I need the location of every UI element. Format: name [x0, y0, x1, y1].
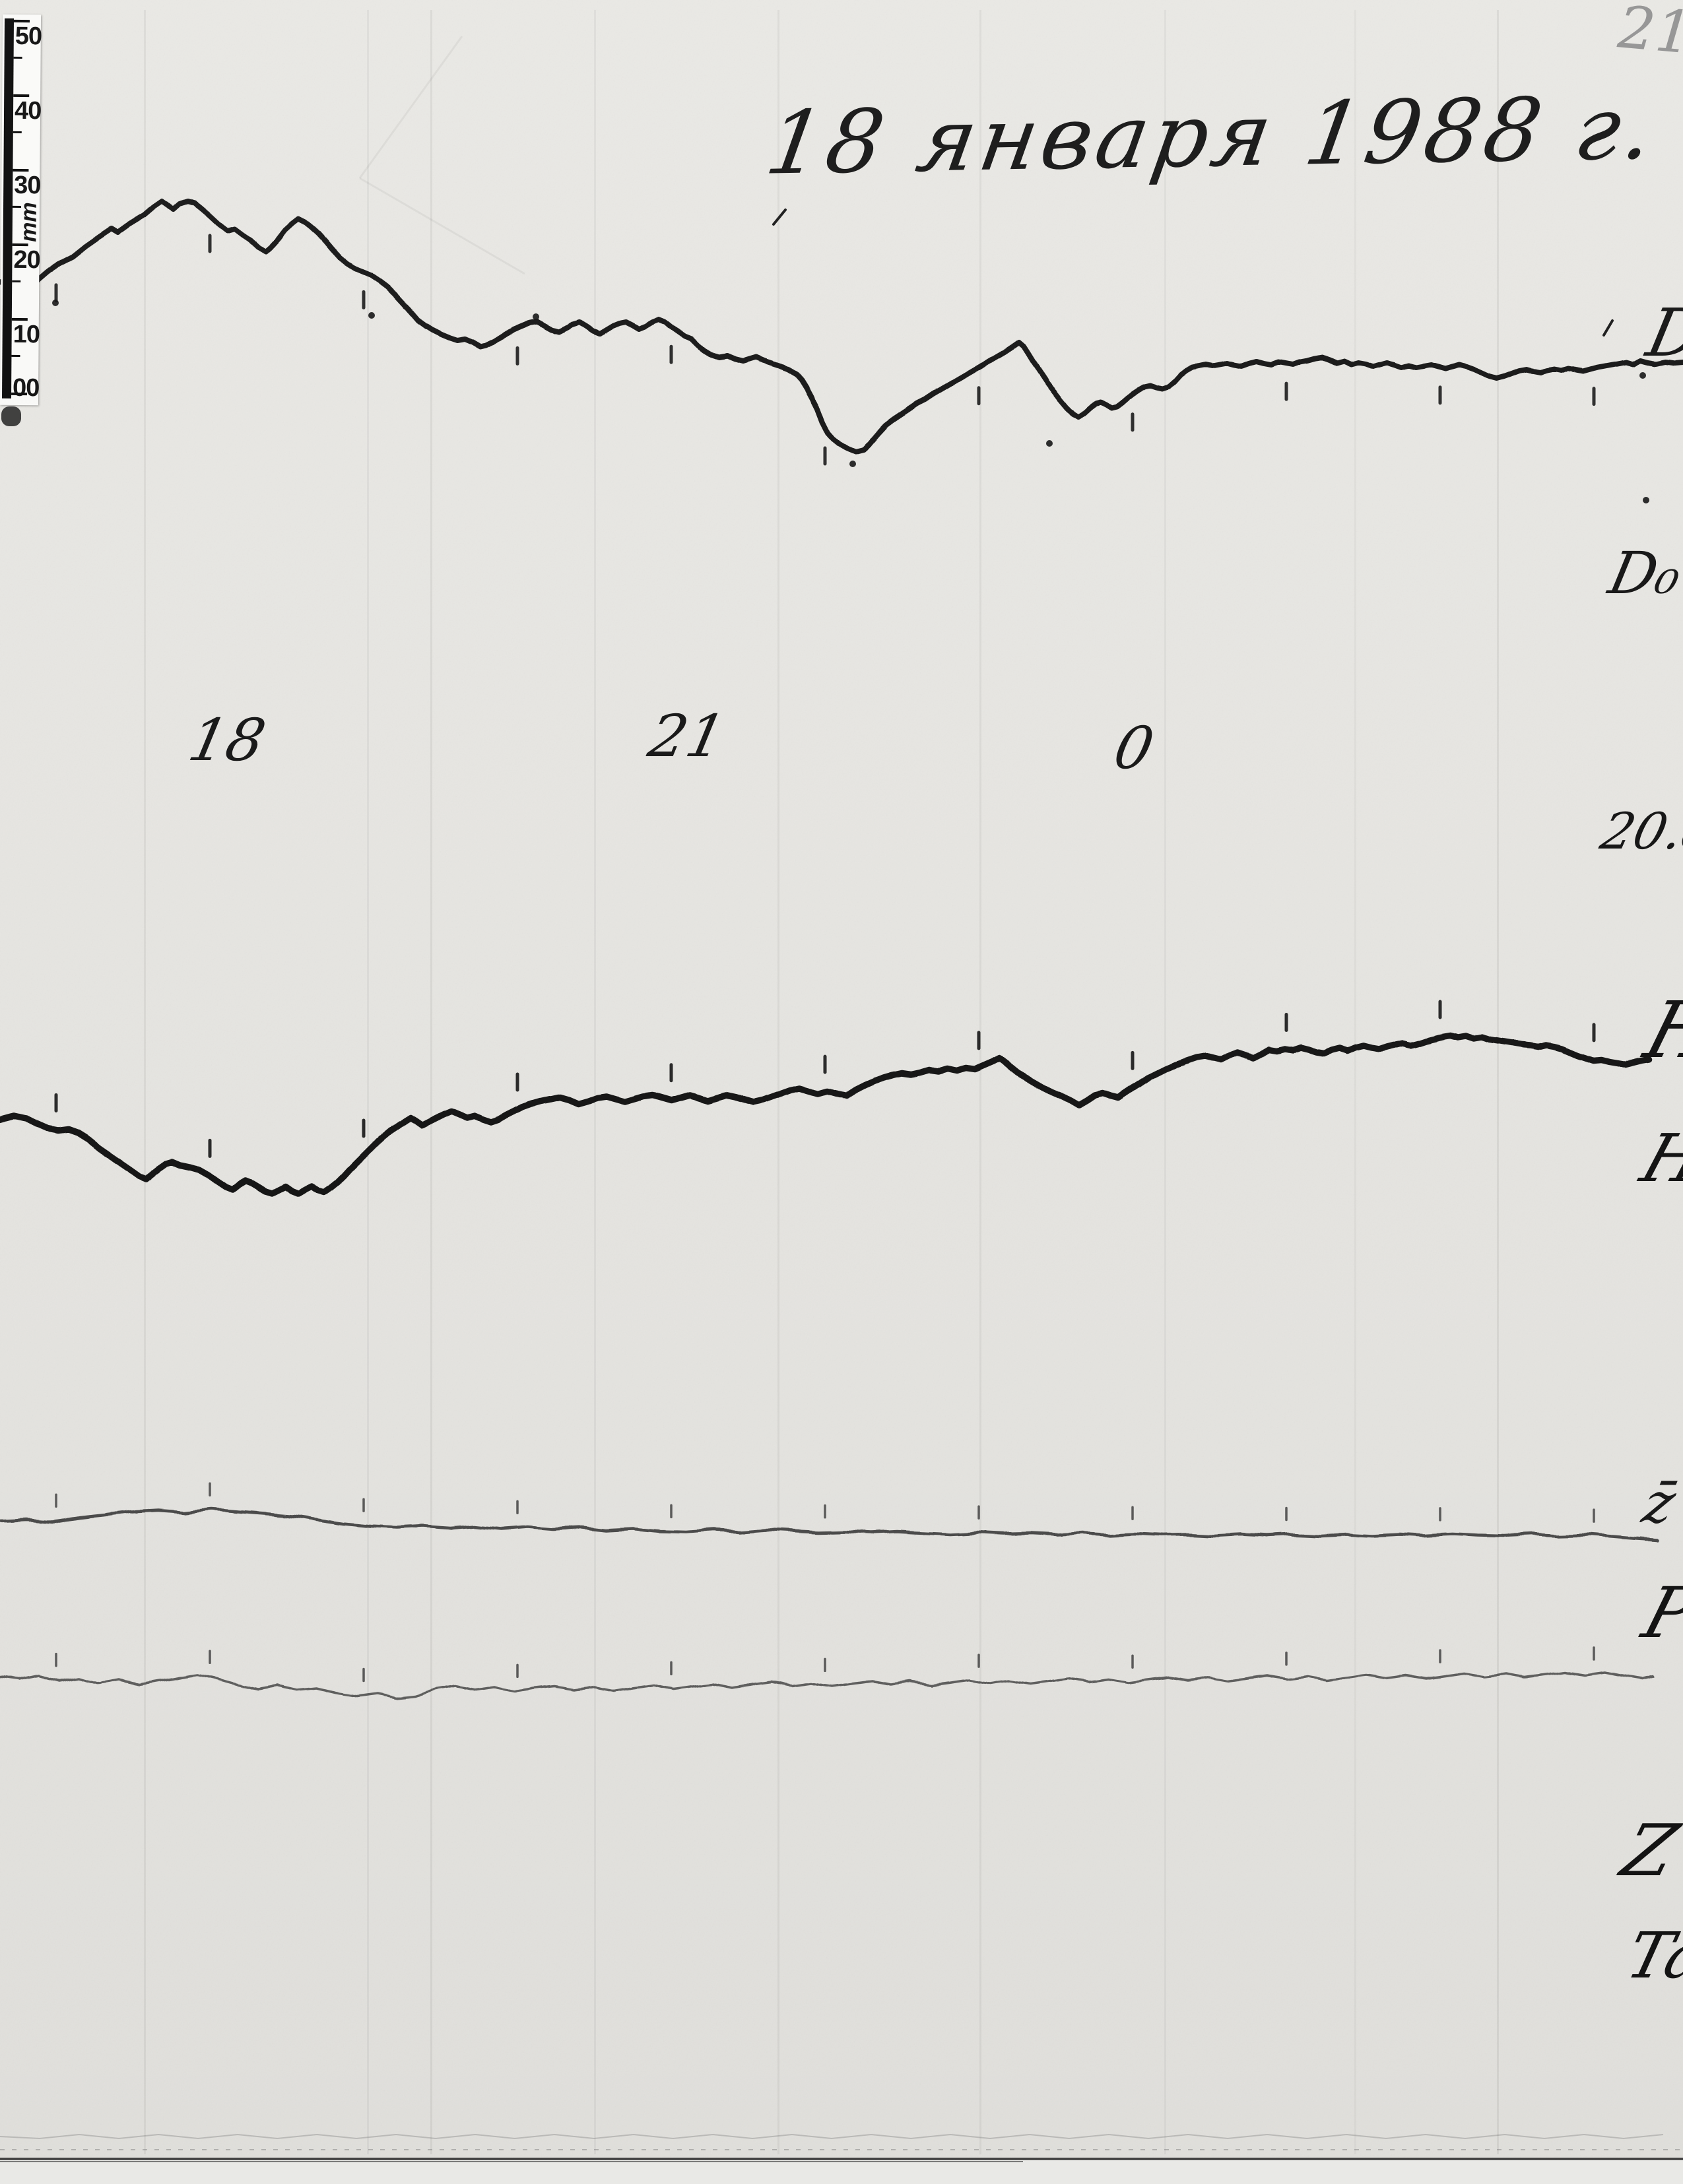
baselines: [0, 706, 1658, 1929]
mm-scale-ruler: 50 40 30 20 10 00 mm: [0, 14, 42, 406]
ruler-major-tick: [13, 168, 29, 172]
tape-shadow-blob: [1, 406, 21, 426]
ruler-major-tick: [12, 243, 28, 247]
recorded-traces: [0, 199, 1683, 1699]
trace-H: [0, 1032, 1652, 1197]
ruler-label-50: 50: [15, 22, 42, 51]
ruler-label-30: 30: [14, 171, 41, 200]
ruler-label-20: 20: [13, 245, 40, 274]
label-d-baseline-label: D₀: [1603, 539, 1683, 607]
hour-label-21: 21: [643, 702, 732, 770]
sheet-bottom-edge: [0, 2133, 1683, 2184]
hour-tick-marks: [54, 234, 1596, 1683]
ruler-major-tick: [13, 19, 30, 23]
trace-D: [0, 199, 1683, 455]
trace-z̄: [0, 1508, 1659, 1543]
ruler-label-40: 40: [14, 96, 42, 125]
pencil-note: 21: [1615, 0, 1683, 67]
ruler-minor-tick: [11, 354, 20, 358]
ink-dots: [52, 209, 1649, 503]
page-title: 18 января 1988 г.: [759, 77, 1665, 195]
ruler-major-tick: [11, 392, 28, 396]
paper-creases: [358, 36, 525, 275]
ruler-minor-tick: [13, 205, 22, 209]
ruler-bar: [2, 18, 15, 399]
trace-P: [0, 1671, 1655, 1699]
ruler-minor-tick: [13, 56, 22, 59]
scan-streaks: [144, 10, 1499, 2154]
hour-label-18: 18: [183, 706, 272, 774]
ruler-minor-tick: [12, 280, 21, 283]
ruler-major-tick: [11, 317, 28, 321]
ruler-label-10: 10: [13, 320, 40, 349]
ruler-major-tick: [13, 94, 30, 98]
ruler-minor-tick: [13, 131, 22, 134]
ruler-unit-label: mm: [16, 202, 42, 242]
label-scale-note: 20.e: [1595, 802, 1683, 860]
ruler-label-00: 00: [12, 373, 40, 402]
